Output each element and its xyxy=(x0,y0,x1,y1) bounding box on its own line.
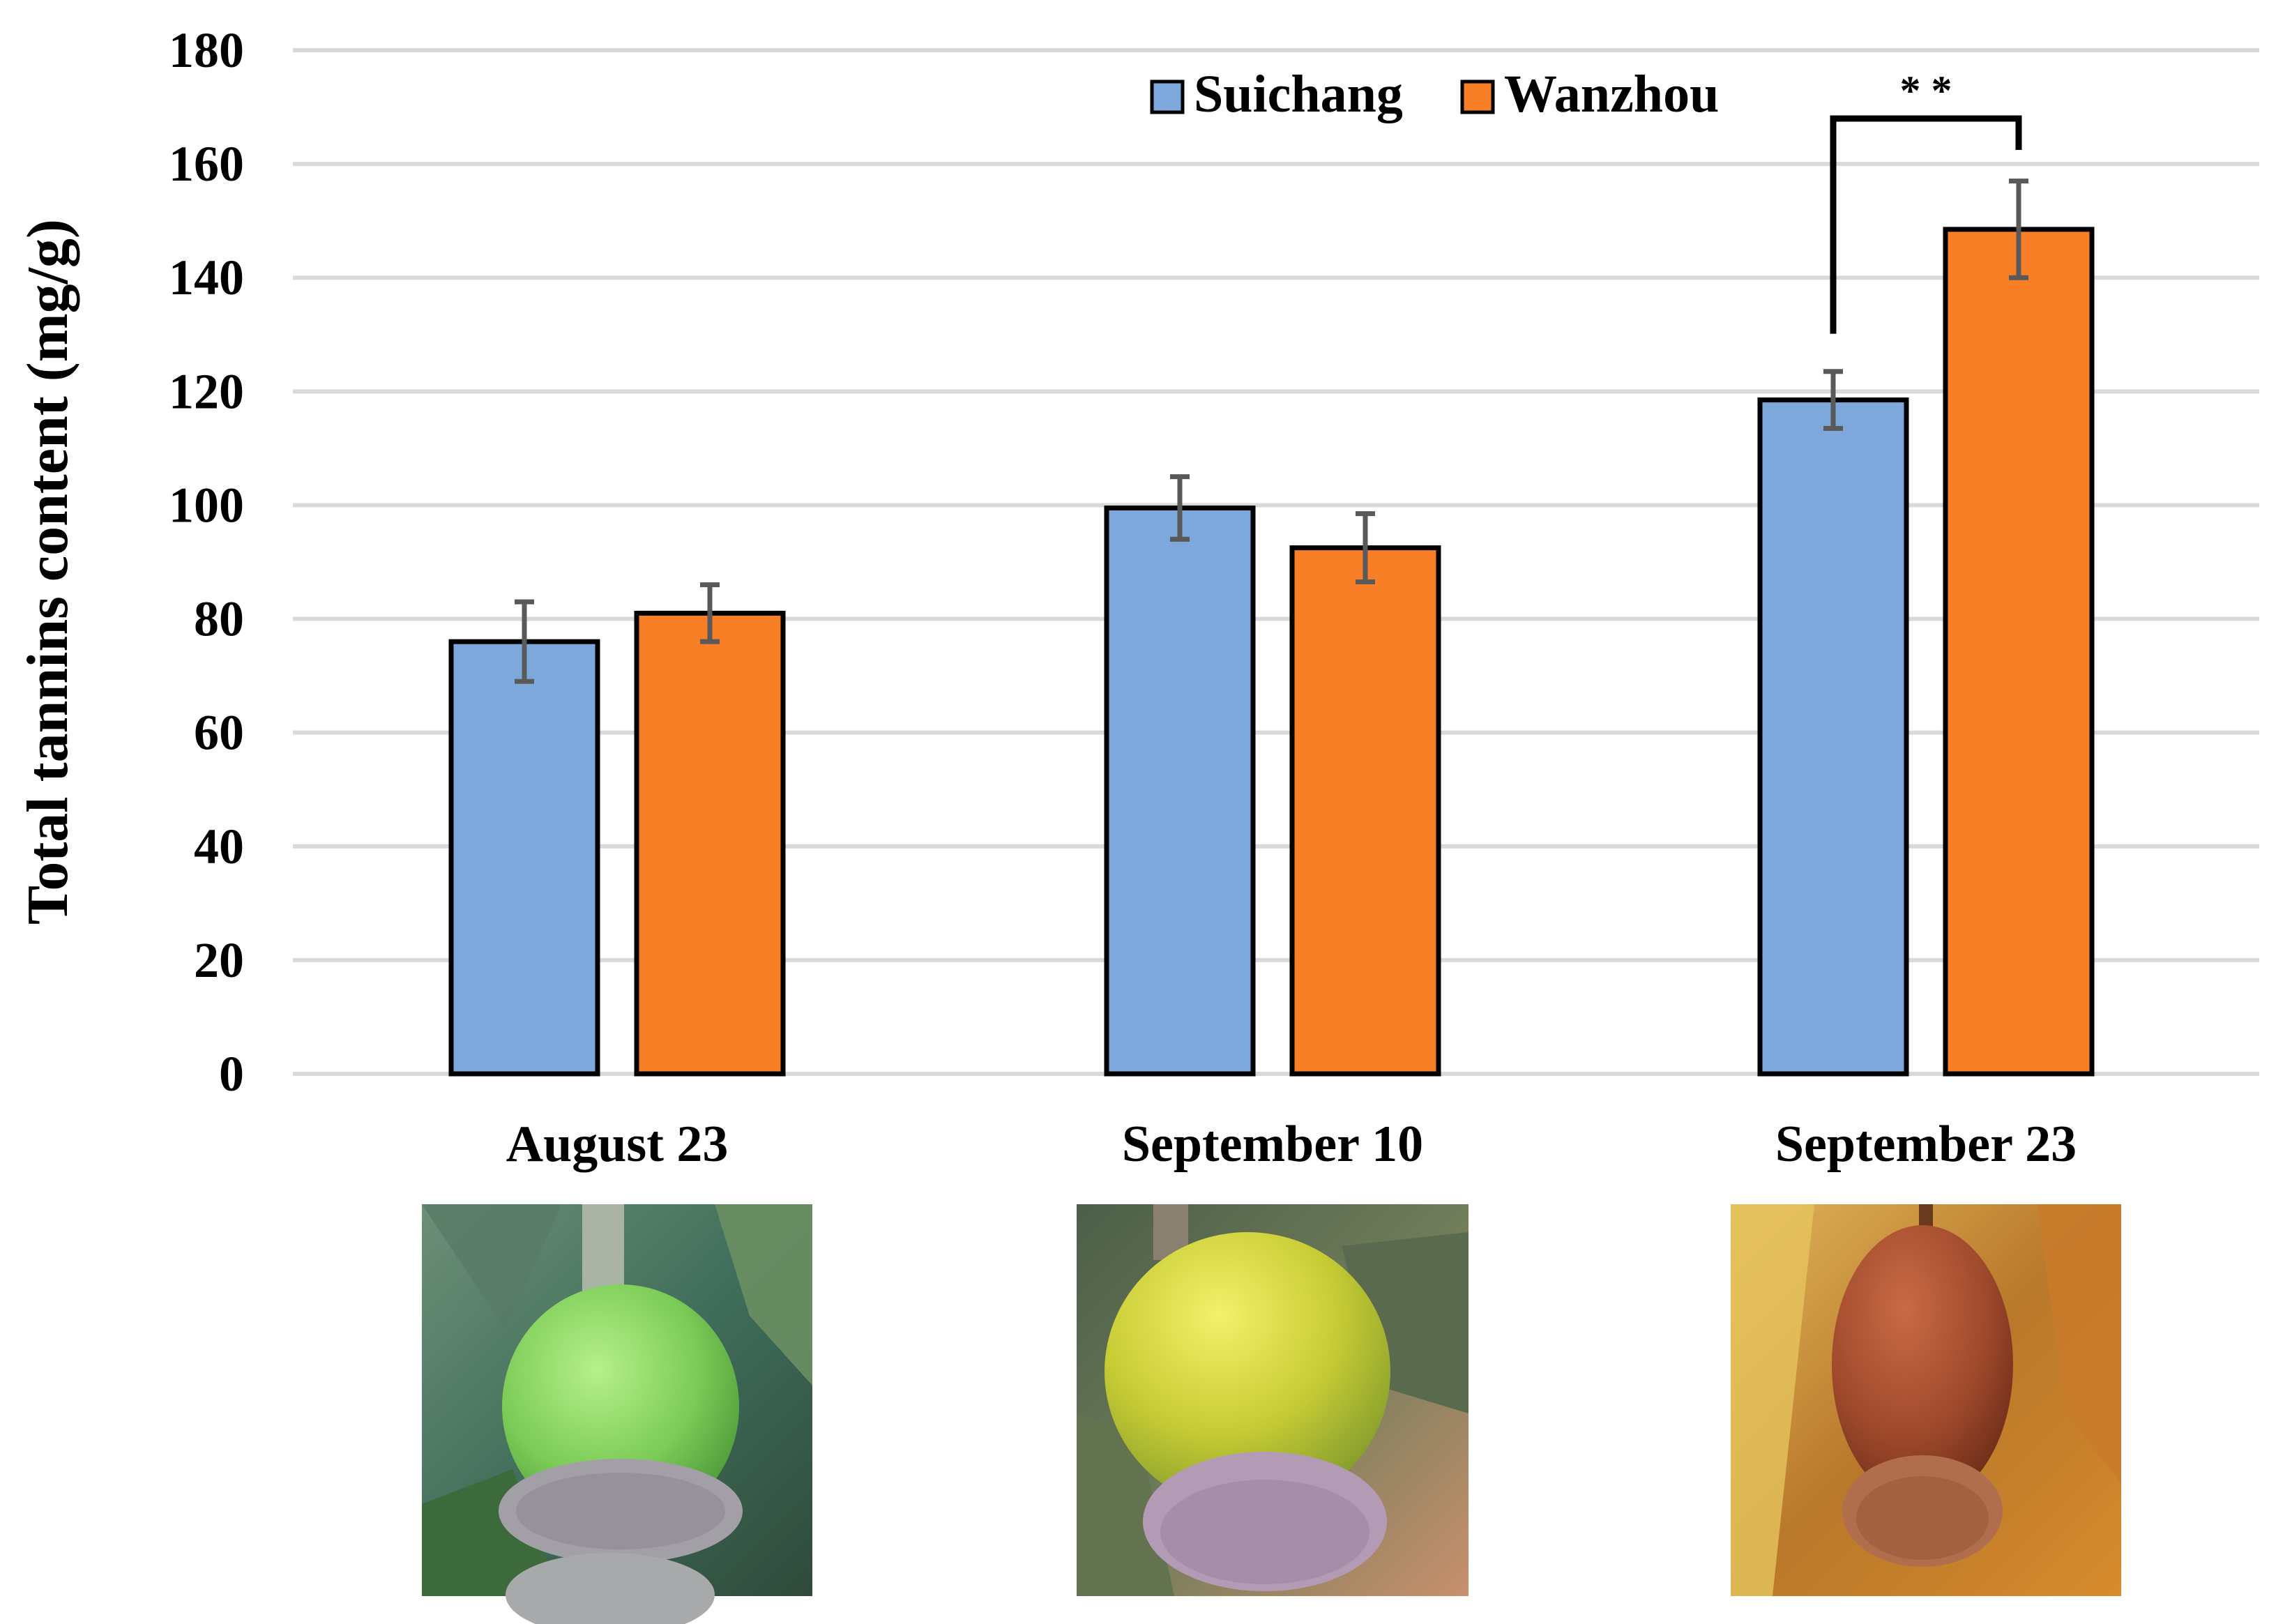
y-tick-label: 20 xyxy=(194,932,244,988)
legend: Suichang Wanzhou xyxy=(1150,65,1719,123)
y-tick-label: 40 xyxy=(194,819,244,874)
y-tick-label: 120 xyxy=(169,363,244,419)
error-bar xyxy=(1170,474,1190,542)
x-tick-label: September 10 xyxy=(1122,1116,1423,1173)
legend-label-wanzhou: Wanzhou xyxy=(1504,65,1719,123)
significance-bracket: * * xyxy=(1830,68,2022,334)
bar-wanzhou xyxy=(1943,227,2095,1077)
y-tick-label: 160 xyxy=(169,136,244,192)
y-tick-label: 60 xyxy=(194,705,244,761)
y-tick-label: 80 xyxy=(194,591,244,647)
significance-stars: * * xyxy=(1900,68,1952,114)
error-bar xyxy=(2009,179,2028,280)
y-tick-label: 0 xyxy=(219,1046,244,1102)
acorn-photo-august-23 xyxy=(422,1204,812,1624)
significance-bracket-line xyxy=(1830,115,2022,334)
y-tick-labels: 0 20 40 60 80 100 120 140 160 180 xyxy=(169,22,244,1102)
error-bar xyxy=(515,599,534,684)
x-tick-labels: August 23 September 10 September 23 xyxy=(506,1116,2077,1173)
bar-wanzhou xyxy=(634,610,786,1077)
legend-swatch-wanzhou xyxy=(1460,79,1495,114)
legend-swatch-suichang xyxy=(1150,79,1185,114)
error-bar xyxy=(700,582,720,644)
bar-wanzhou xyxy=(1289,545,1441,1077)
y-tick-label: 180 xyxy=(169,22,244,78)
error-bar xyxy=(1356,511,1375,585)
bar-suichang xyxy=(1757,397,1909,1077)
x-tick-label: August 23 xyxy=(506,1116,729,1173)
acorn-photo-september-23 xyxy=(1731,1204,2121,1596)
bar-suichang xyxy=(448,639,600,1077)
y-tick-label: 100 xyxy=(169,477,244,533)
error-bar xyxy=(1823,369,1843,431)
y-tick-label: 140 xyxy=(169,250,244,305)
x-tick-label: September 23 xyxy=(1775,1116,2077,1173)
error-bars xyxy=(515,179,2028,684)
acorn-photo-september-10 xyxy=(1077,1204,1469,1596)
legend-label-suichang: Suichang xyxy=(1194,65,1403,123)
grid-lines xyxy=(293,48,2259,1076)
y-axis-label: Total tannins content (mg/g) xyxy=(15,219,80,925)
bar-suichang xyxy=(1104,506,1256,1077)
bars xyxy=(448,227,2095,1077)
